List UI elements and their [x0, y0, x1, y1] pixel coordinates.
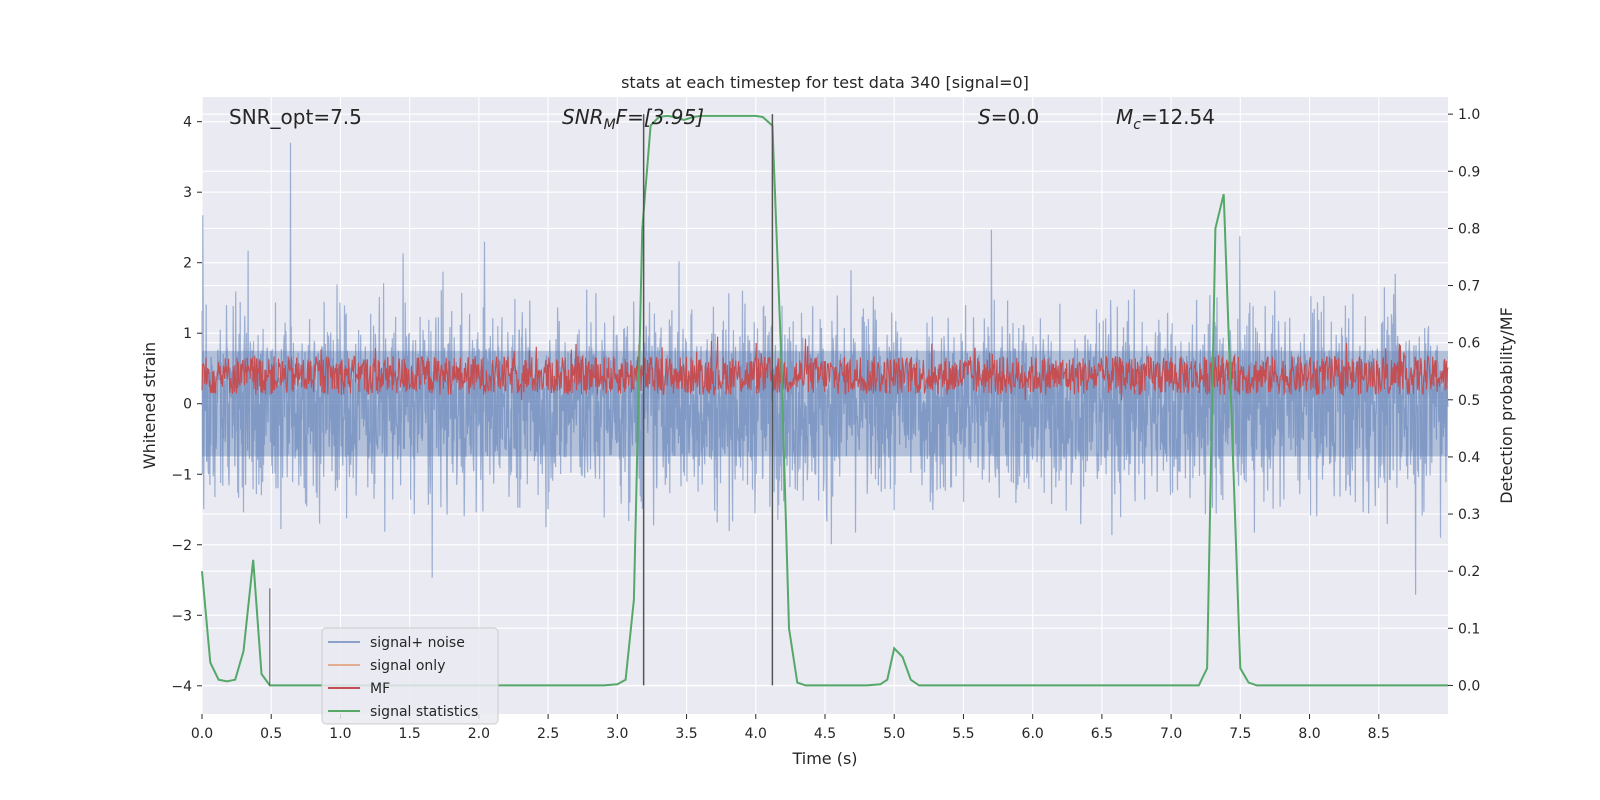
series-signal-statistics	[201, 114, 1448, 687]
y-tick-label-left: 2	[183, 256, 192, 272]
x-tick-label: 2.0	[468, 726, 490, 742]
x-tick-label: 7.5	[1229, 726, 1251, 742]
y-tick-label-right: 0.0	[1458, 678, 1480, 694]
y-tick-label-left: 3	[183, 185, 192, 201]
y-tick-label-right: 0.5	[1458, 393, 1480, 409]
x-tick-label: 0.5	[260, 726, 282, 742]
y-tick-label-right: 0.8	[1458, 221, 1480, 237]
legend-label-mf: MF	[370, 681, 390, 697]
x-tick-label: 4.5	[814, 726, 836, 742]
annotation-s-main: S	[978, 105, 991, 129]
x-tick-label: 3.0	[606, 726, 628, 742]
annotation-mc: Mc=12.54	[1116, 105, 1215, 133]
y-tick-label-right: 0.2	[1458, 564, 1480, 580]
y-tick-label-right: 0.4	[1458, 450, 1480, 466]
x-tick-label: 3.5	[675, 726, 697, 742]
annotation-snr-mf-main: SNR	[562, 105, 604, 129]
x-tick-label: 7.0	[1160, 726, 1182, 742]
x-tick-label: 5.0	[883, 726, 905, 742]
x-axis-label: Time (s)	[791, 749, 857, 768]
y-tick-label-left: −2	[171, 538, 192, 554]
legend-label-signal-statistics: signal statistics	[370, 704, 478, 720]
legend-label-signal-noise: signal+ noise	[370, 635, 465, 651]
x-tick-label: 1.0	[329, 726, 351, 742]
y-tick-label-right: 1.0	[1458, 107, 1480, 123]
annotation-snr-mf-sub: M	[604, 117, 616, 133]
annotation-snr-mf: SNRMF=[3.95]	[562, 105, 704, 133]
x-tick-label: 8.0	[1298, 726, 1320, 742]
legend: signal+ noise signal only MF signal stat…	[321, 627, 499, 725]
signal-statistics-line	[201, 114, 1448, 687]
annotation-mc-rest: =12.54	[1141, 105, 1215, 129]
x-tick-label: 1.5	[399, 726, 421, 742]
annotation-snr-mf-rest: F=[3.95]	[616, 105, 704, 129]
y-axis-label-right: Detection probability/MF	[1497, 307, 1516, 504]
annotation-mc-main: M	[1116, 105, 1133, 129]
x-tick-label: 4.0	[745, 726, 767, 742]
chart-title: stats at each timestep for test data 340…	[621, 73, 1029, 92]
x-tick-label: 2.5	[537, 726, 559, 742]
x-tick-label: 8.5	[1368, 726, 1390, 742]
axis-ticks: 0.0 0.5 1.0 1.5 2.0 2.5 3.0 3.5 4.0 4.5 5.0 5.5 6.0 6…	[171, 107, 1480, 742]
annotation-s-rest: =0.0	[991, 105, 1040, 129]
y-tick-label-left: −1	[171, 467, 192, 483]
y-tick-label-right: 0.1	[1458, 621, 1480, 637]
legend-box	[321, 627, 499, 725]
annotation-s: S=0.0	[978, 105, 1039, 129]
vertical-markers	[269, 114, 774, 686]
mf-trace	[201, 336, 1449, 401]
y-tick-label-right: 0.6	[1458, 336, 1480, 352]
y-tick-label-left: 4	[183, 115, 192, 131]
x-tick-label: 6.0	[1022, 726, 1044, 742]
y-axis-label-left: Whitened strain	[140, 342, 159, 469]
y-tick-label-left: 0	[183, 397, 192, 413]
y-tick-label-left: −3	[171, 608, 192, 624]
series-mf	[201, 336, 1449, 401]
legend-label-signal-only: signal only	[370, 658, 445, 674]
y-tick-label-left: 1	[183, 326, 192, 342]
x-tick-label: 0.0	[191, 726, 213, 742]
y-tick-label-right: 0.3	[1458, 507, 1480, 523]
y-tick-label-right: 0.9	[1458, 164, 1480, 180]
x-tick-label: 5.5	[952, 726, 974, 742]
y-tick-label-left: −4	[171, 679, 192, 695]
annotation-snr-opt: SNR_opt=7.5	[229, 105, 362, 129]
y-tick-label-right: 0.7	[1458, 279, 1480, 295]
annotation-mc-sub: c	[1133, 117, 1141, 133]
x-tick-label: 6.5	[1091, 726, 1113, 742]
